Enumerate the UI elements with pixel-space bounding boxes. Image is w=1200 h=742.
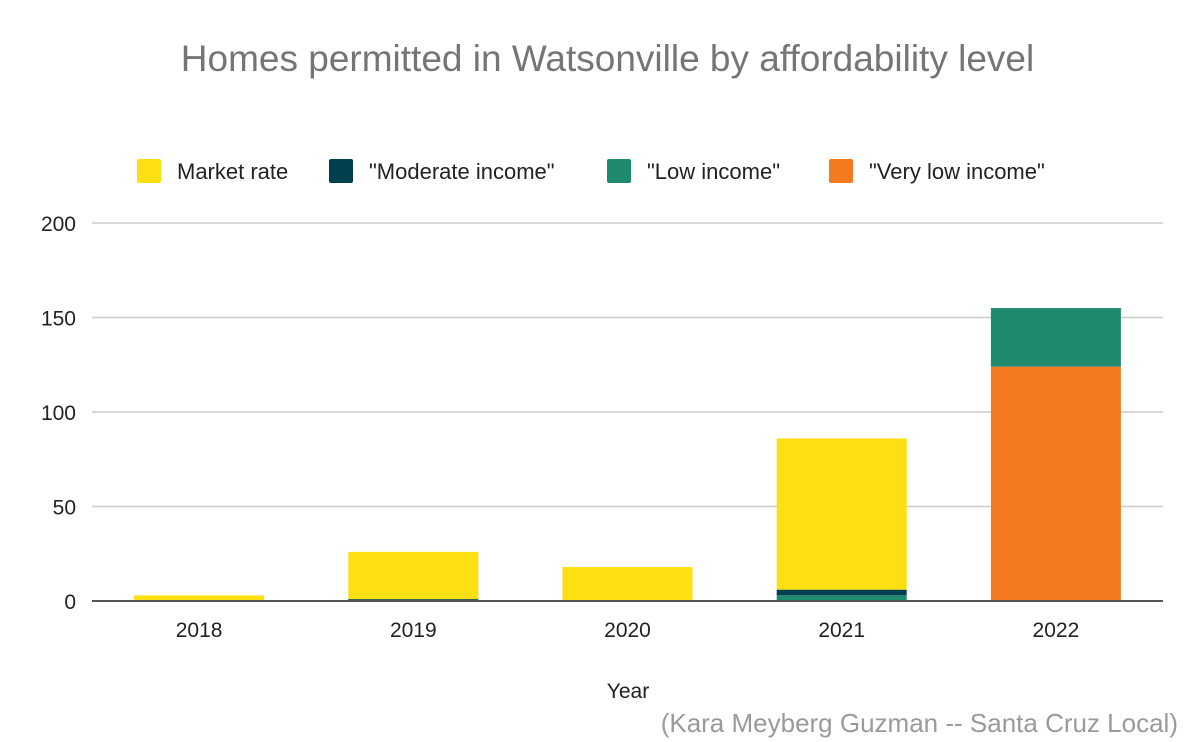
credit-text: (Kara Meyberg Guzman -- Santa Cruz Local… [660, 708, 1178, 738]
bar-segment [776, 438, 907, 590]
legend-swatch [137, 159, 161, 183]
bar-segment [134, 595, 265, 601]
x-tick-label: 2022 [1033, 619, 1080, 642]
bar-segment [990, 308, 1121, 367]
legend-swatch [829, 159, 853, 183]
legend-swatch [329, 159, 353, 183]
legend-swatch [607, 159, 631, 183]
y-tick-label: 0 [64, 591, 76, 614]
legend-label: "Moderate income" [369, 159, 555, 184]
x-axis-title: Year [607, 680, 649, 703]
bar-segment [776, 589, 907, 596]
y-tick-label: 150 [41, 308, 76, 331]
bar-segment [990, 366, 1121, 601]
y-tick-label: 50 [53, 497, 76, 520]
bar-segment [562, 566, 693, 601]
x-tick-label: 2019 [390, 619, 437, 642]
legend-label: "Low income" [647, 159, 780, 184]
y-tick-label: 200 [41, 213, 76, 236]
x-tick-label: 2021 [818, 619, 865, 642]
chart-title: Homes permitted in Watsonville by afford… [180, 38, 1035, 79]
bar-segment [776, 595, 907, 601]
x-tick-label: 2020 [604, 619, 651, 642]
bar-segment [348, 551, 479, 600]
y-tick-label: 100 [41, 402, 76, 425]
legend-label: "Very low income" [869, 159, 1045, 184]
x-tick-label: 2018 [176, 619, 223, 642]
legend-label: Market rate [177, 159, 288, 184]
